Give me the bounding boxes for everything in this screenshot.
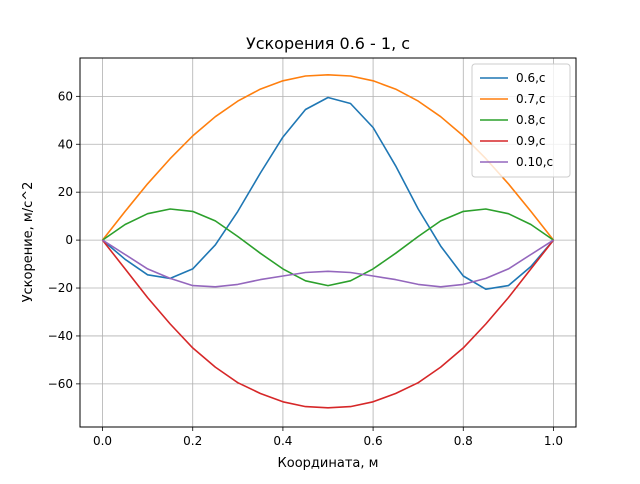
grid-lines [80, 58, 576, 427]
y-tick-label: 20 [58, 185, 73, 199]
y-tick-label: −40 [48, 329, 73, 343]
y-axis-label: Ускорение, м/с^2 [21, 182, 36, 303]
x-axis-label: Координата, м [278, 456, 379, 471]
y-tick-label: 0 [65, 233, 73, 247]
y-tick-label: 40 [58, 137, 73, 151]
y-tick-label: 60 [58, 89, 73, 103]
legend-box [471, 63, 571, 178]
x-tick-label: 0.0 [93, 434, 112, 448]
legend-label: 0.8,с [516, 113, 546, 127]
legend: 0.6,с 0.7,с 0.8,с 0.9,с 0.10,с [471, 63, 571, 178]
y-tick-label: −60 [48, 377, 73, 391]
legend-label: 0.9,с [516, 134, 546, 148]
y-tick-label: −20 [48, 281, 73, 295]
x-tick-label: 0.6 [364, 434, 383, 448]
axis-ticks: 0.0 0.2 0.4 0.6 0.8 1.0 −60 −40 −20 0 20 40 60 [48, 89, 563, 448]
chart-title: Ускорения 0.6 - 1, с [246, 34, 410, 53]
x-tick-label: 1.0 [544, 434, 563, 448]
x-tick-label: 0.8 [454, 434, 473, 448]
legend-label: 0.6,с [516, 71, 546, 85]
series-line [102, 208, 554, 287]
series-line [102, 239, 554, 288]
legend-label: 0.10,с [516, 155, 553, 169]
series-line [101, 96, 555, 291]
legend-label: 0.7,с [516, 92, 546, 106]
series-lines [101, 74, 555, 409]
plot-frame [79, 57, 577, 428]
x-tick-label: 0.4 [273, 434, 292, 448]
x-tick-label: 0.2 [183, 434, 202, 448]
series-line [101, 239, 555, 409]
